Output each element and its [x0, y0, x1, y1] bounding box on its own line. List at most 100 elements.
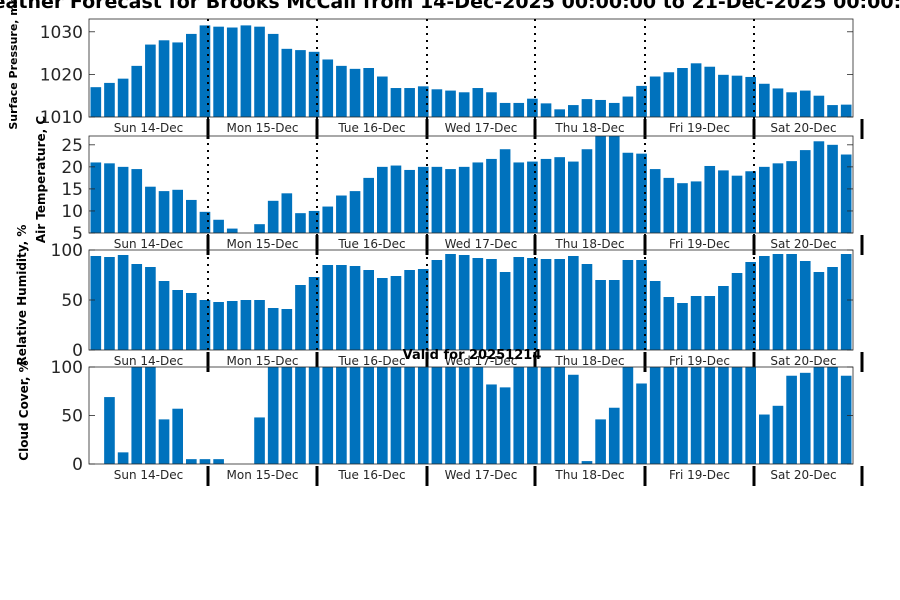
bar — [404, 169, 415, 233]
bar — [608, 102, 620, 117]
x-day-label: Mon 15-Dec — [227, 121, 299, 135]
bar — [322, 206, 334, 233]
bar — [527, 258, 538, 350]
bar — [840, 154, 852, 233]
bar — [827, 267, 838, 350]
bar — [240, 300, 252, 350]
bar — [267, 33, 279, 117]
bar — [540, 259, 552, 350]
y-tick-label: 5 — [72, 224, 83, 244]
bar — [513, 367, 525, 464]
panel-3: 0 50 100 Sun 14-Dec Mon 15-Dec Tue 16-Dec Wed … — [15, 225, 864, 372]
bar — [226, 27, 238, 117]
bar — [786, 254, 797, 350]
bar — [827, 144, 838, 233]
bar — [445, 254, 456, 350]
bar — [786, 161, 797, 233]
bar — [349, 367, 361, 464]
axes-frame — [88, 18, 854, 118]
bar — [772, 405, 784, 464]
x-day-label: Wed 17-Dec — [445, 354, 518, 368]
bar — [322, 265, 334, 350]
bar — [554, 259, 565, 350]
y-axis-label: Surface Pressure, mb — [7, 0, 20, 130]
bar — [199, 459, 211, 464]
y-tick-label: 1020 — [40, 65, 83, 85]
bar — [813, 95, 825, 117]
bar — [404, 367, 415, 464]
bar — [759, 256, 770, 350]
x-day-label: Mon 15-Dec — [227, 237, 299, 251]
bar — [663, 177, 675, 233]
bar — [704, 165, 716, 233]
bar — [295, 213, 306, 233]
bar — [145, 44, 156, 117]
bar — [608, 407, 620, 464]
bar — [499, 387, 511, 464]
bar — [145, 186, 156, 233]
bar — [486, 92, 497, 117]
bar — [527, 367, 538, 464]
bar — [554, 157, 565, 233]
bar — [417, 166, 429, 233]
x-day-label: Sun 14-Dec — [114, 468, 183, 482]
x-day-label: Thu 18-Dec — [554, 354, 624, 368]
x-day-label: Sun 14-Dec — [114, 237, 183, 251]
valid-label: Valid for 20251214 — [403, 348, 542, 363]
bar — [404, 88, 415, 117]
axes-frame — [88, 135, 854, 234]
bar — [131, 264, 143, 350]
bar — [226, 301, 238, 350]
bar — [158, 40, 170, 117]
bar — [704, 296, 716, 350]
bar — [622, 152, 634, 233]
bar — [186, 459, 197, 464]
bar — [254, 26, 265, 118]
bar — [458, 367, 470, 464]
bar — [499, 102, 511, 117]
bar — [445, 90, 456, 117]
bar — [281, 367, 293, 464]
bar — [472, 162, 484, 233]
bar — [622, 96, 634, 117]
chart-title: Weather Forecast for Brooks McCall from … — [0, 0, 900, 13]
bar — [636, 260, 647, 350]
bar — [513, 162, 525, 233]
bar — [799, 261, 811, 350]
bar — [772, 163, 784, 233]
x-day-label: Sat 20-Dec — [770, 354, 836, 368]
y-tick-label: 15 — [61, 180, 83, 200]
bar — [267, 200, 279, 233]
x-day-label: Mon 15-Dec — [227, 468, 299, 482]
x-day-label: Tue 16-Dec — [337, 237, 405, 251]
bar — [254, 224, 265, 233]
bar — [104, 82, 115, 117]
y-tick-label: 10 — [61, 202, 83, 222]
bar — [363, 177, 374, 233]
bar — [540, 103, 552, 117]
x-day-label: Thu 18-Dec — [554, 468, 624, 482]
bar — [226, 228, 238, 233]
bar — [745, 76, 756, 117]
panel-1: 1010 1020 1030 Sun 14-Dec Mon 15-Dec Tue 16-D… — [7, 0, 864, 139]
bar — [308, 210, 320, 233]
bar — [731, 175, 743, 233]
bar — [649, 169, 661, 233]
bar — [595, 419, 606, 464]
bar — [568, 374, 579, 464]
bar — [390, 165, 402, 233]
x-day-label: Sat 20-Dec — [770, 121, 836, 135]
x-day-label: Wed 17-Dec — [445, 121, 518, 135]
bar — [199, 25, 211, 117]
bar — [458, 255, 470, 350]
bar — [690, 63, 702, 117]
bar — [308, 51, 320, 118]
bar — [608, 136, 620, 233]
bar — [840, 254, 852, 350]
bar — [745, 262, 756, 350]
bar — [349, 191, 361, 233]
x-day-label: Fri 19-Dec — [669, 121, 730, 135]
bar — [417, 86, 429, 117]
y-tick-label: 20 — [61, 158, 83, 178]
